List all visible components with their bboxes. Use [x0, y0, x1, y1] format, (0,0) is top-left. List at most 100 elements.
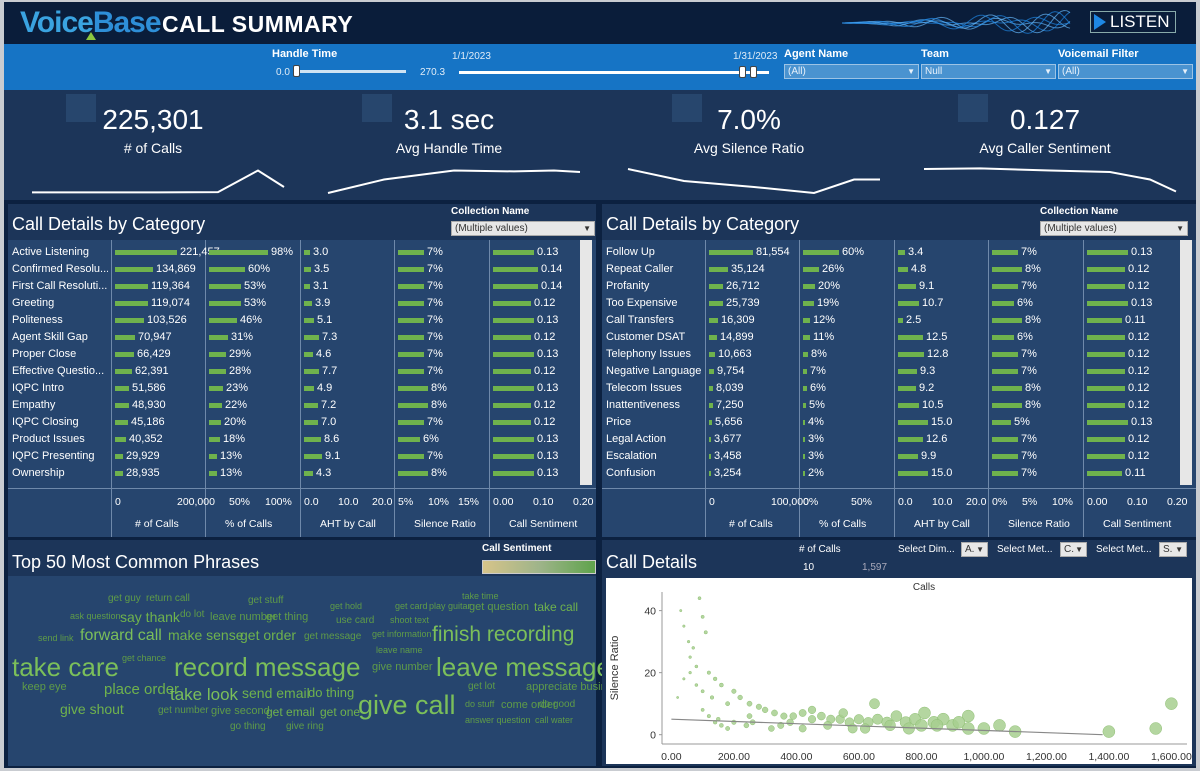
- column-divider: [300, 240, 301, 537]
- value-text: 7.2: [321, 399, 337, 411]
- select-metric-2-label: Select Met...: [1096, 544, 1152, 555]
- value-text: 8%: [431, 382, 447, 394]
- axis-tick-label: 0%: [803, 496, 819, 508]
- category-label: Agent Skill Gap: [12, 331, 88, 343]
- select-metric-value: C.: [1064, 544, 1074, 555]
- right-panel-title: Call Details by Category: [606, 214, 800, 234]
- column-header: # of Calls: [729, 518, 773, 530]
- phrase-word: go thing: [230, 721, 266, 732]
- scatter-point: [977, 722, 991, 735]
- value-text: 35,124: [731, 263, 765, 275]
- value-bar: [209, 403, 222, 408]
- value-text: 3%: [808, 450, 824, 462]
- value-bar: [709, 454, 711, 459]
- value-bar: [898, 420, 928, 425]
- select-metric-dropdown[interactable]: C. ▼: [1060, 542, 1087, 557]
- phrase-word: get order: [240, 627, 297, 643]
- phrase-word: do thing: [308, 685, 355, 700]
- value-bar: [803, 369, 807, 374]
- value-text: 7%: [810, 365, 826, 377]
- value-bar: [398, 454, 424, 459]
- value-bar: [115, 267, 153, 272]
- column-header: AHT by Call: [914, 518, 970, 530]
- category-label: Price: [606, 416, 632, 428]
- axis-tick-label: 5%: [398, 496, 414, 508]
- scatter-point: [700, 689, 705, 694]
- collection-name-dropdown[interactable]: (Multiple values) ▼: [451, 221, 595, 236]
- value-bar: [803, 301, 814, 306]
- team-dropdown[interactable]: Null ▼: [921, 64, 1056, 79]
- value-bar: [398, 267, 424, 272]
- x-tick-label: 1,200.00: [1026, 751, 1067, 763]
- word-cloud: get guy return call get stuff take time ask …: [8, 576, 624, 766]
- value-bar: [304, 284, 310, 289]
- value-text: 19%: [817, 297, 840, 309]
- handle-time-label: Handle Time: [272, 48, 338, 60]
- value-bar: [115, 369, 132, 374]
- value-text: 7%: [427, 314, 443, 326]
- kpi-placeholder: [66, 94, 96, 122]
- value-text: 0.13: [537, 314, 559, 326]
- handle-max-value: 270.3: [420, 67, 446, 78]
- value-text: 9,754: [717, 365, 745, 377]
- value-text: 12.5: [926, 331, 948, 343]
- value-bar: [992, 267, 1022, 272]
- voicemail-filter-label: Voicemail Filter: [1058, 48, 1139, 60]
- axis-tick-label: 0.00: [493, 496, 514, 508]
- value-text: 10.7: [922, 297, 944, 309]
- value-bar: [803, 471, 805, 476]
- axis-tick-label: 0.00: [1087, 496, 1108, 508]
- value-bar: [115, 386, 129, 391]
- handle-time-min-handle[interactable]: [293, 65, 300, 77]
- value-bar: [398, 318, 424, 323]
- phrase-word: get information: [372, 629, 432, 639]
- agent-name-value: (All): [788, 66, 806, 77]
- vertical-scrollbar[interactable]: [580, 240, 592, 485]
- axis-line: [602, 488, 1196, 489]
- select-dimension-dropdown[interactable]: A. ▼: [961, 542, 988, 557]
- value-bar: [1087, 250, 1128, 255]
- value-text: 0.13: [537, 467, 559, 479]
- handle-time-slider[interactable]: [296, 70, 406, 73]
- value-bar: [992, 352, 1018, 357]
- date-end-handle[interactable]: [750, 66, 757, 78]
- chart-background: [606, 578, 1192, 764]
- value-text: 2%: [808, 467, 824, 479]
- value-bar: [898, 403, 919, 408]
- collection-name-dropdown[interactable]: (Multiple values) ▼: [1040, 221, 1188, 236]
- scatter-point: [1165, 697, 1178, 710]
- value-text: 7%: [1021, 246, 1037, 258]
- value-bar: [209, 318, 237, 323]
- kpi-label: Avg Silence Ratio: [693, 140, 805, 156]
- filter-bar: Handle Time 0.0 270.3 1/1/2023 1/31/2023…: [4, 44, 1196, 90]
- value-text: 7%: [427, 263, 443, 275]
- date-start-handle[interactable]: [739, 66, 746, 78]
- value-text: 4.3: [316, 467, 332, 479]
- category-label: Negative Language: [606, 365, 702, 377]
- agent-name-dropdown[interactable]: (All) ▼: [784, 64, 919, 79]
- value-bar: [709, 301, 723, 306]
- listen-button[interactable]: LISTEN: [1090, 11, 1176, 33]
- date-range-slider[interactable]: [459, 71, 769, 74]
- phrase-word: get card: [395, 601, 428, 611]
- chevron-down-icon: ▼: [976, 545, 984, 554]
- chevron-down-icon: ▼: [583, 224, 591, 233]
- phrase-word: send link: [38, 633, 74, 643]
- value-text: 3,677: [714, 433, 742, 445]
- value-text: 48,930: [132, 399, 166, 411]
- chevron-down-icon: ▼: [1075, 545, 1083, 554]
- value-bar: [1087, 403, 1125, 408]
- value-text: 0.13: [1131, 246, 1153, 258]
- value-text: 3,254: [714, 467, 742, 479]
- value-text: 7%: [427, 416, 443, 428]
- voicemail-filter-dropdown[interactable]: (All) ▼: [1058, 64, 1193, 79]
- value-text: 0.12: [1128, 365, 1150, 377]
- value-text: 0.11: [1125, 467, 1146, 479]
- scatter-point: [918, 706, 931, 720]
- select-metric-2-dropdown[interactable]: S. ▼: [1159, 542, 1187, 557]
- phrase-word: do good: [539, 699, 576, 710]
- collection-name-value: (Multiple values): [455, 223, 528, 234]
- vertical-scrollbar[interactable]: [1180, 240, 1192, 485]
- value-text: 0.13: [537, 246, 559, 258]
- category-label: Escalation: [606, 450, 657, 462]
